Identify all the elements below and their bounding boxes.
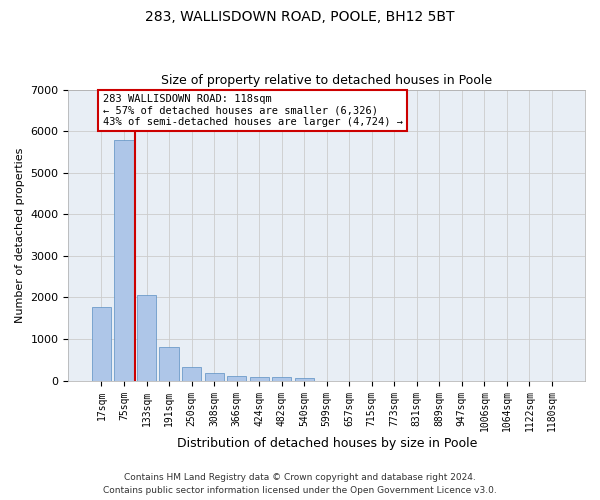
- Bar: [250, 376, 269, 380]
- Y-axis label: Number of detached properties: Number of detached properties: [15, 148, 25, 323]
- Bar: [205, 373, 224, 380]
- Text: 283, WALLISDOWN ROAD, POOLE, BH12 5BT: 283, WALLISDOWN ROAD, POOLE, BH12 5BT: [145, 10, 455, 24]
- Text: 283 WALLISDOWN ROAD: 118sqm
← 57% of detached houses are smaller (6,326)
43% of : 283 WALLISDOWN ROAD: 118sqm ← 57% of det…: [103, 94, 403, 127]
- Bar: [115, 140, 134, 380]
- Bar: [295, 378, 314, 380]
- Bar: [160, 346, 179, 380]
- Title: Size of property relative to detached houses in Poole: Size of property relative to detached ho…: [161, 74, 492, 87]
- Bar: [92, 306, 111, 380]
- X-axis label: Distribution of detached houses by size in Poole: Distribution of detached houses by size …: [176, 437, 477, 450]
- Bar: [137, 295, 156, 380]
- Text: Contains HM Land Registry data © Crown copyright and database right 2024.
Contai: Contains HM Land Registry data © Crown c…: [103, 474, 497, 495]
- Bar: [227, 376, 246, 380]
- Bar: [272, 377, 291, 380]
- Bar: [182, 366, 201, 380]
